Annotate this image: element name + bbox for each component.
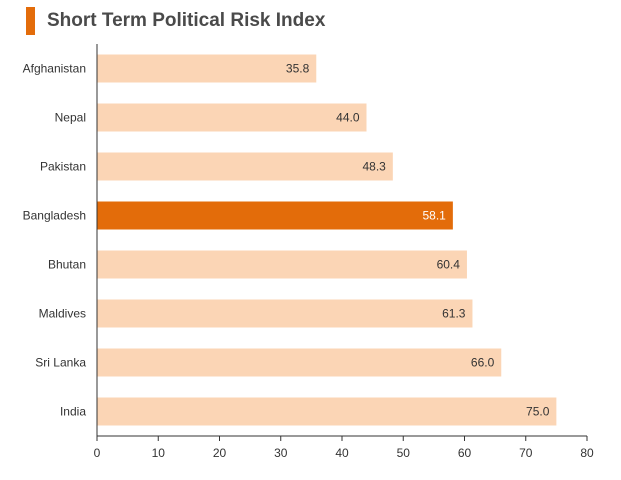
value-label: 60.4 <box>437 258 461 272</box>
title-accent-bar <box>26 7 35 35</box>
chart-title-block: Short Term Political Risk Index <box>26 6 325 36</box>
value-label: 58.1 <box>423 209 447 223</box>
value-label: 61.3 <box>442 307 466 321</box>
value-label: 48.3 <box>362 160 386 174</box>
bar-pakistan <box>97 152 393 181</box>
x-tick-label: 10 <box>152 446 166 460</box>
bar-sri-lanka <box>97 348 502 377</box>
category-label: Bhutan <box>48 258 86 272</box>
value-label: 35.8 <box>286 62 310 76</box>
x-tick-label: 50 <box>397 446 411 460</box>
x-tick-label: 80 <box>580 446 594 460</box>
x-tick-label: 60 <box>458 446 472 460</box>
category-label: Sri Lanka <box>35 356 86 370</box>
category-label: India <box>60 405 86 419</box>
category-label: Maldives <box>39 307 86 321</box>
x-tick-label: 70 <box>519 446 533 460</box>
category-label: Nepal <box>55 111 86 125</box>
bar-bhutan <box>97 250 467 279</box>
x-tick-label: 40 <box>335 446 349 460</box>
x-tick-label: 30 <box>274 446 288 460</box>
chart-title: Short Term Political Risk Index <box>47 10 326 31</box>
bar-afghanistan <box>97 54 317 83</box>
x-tick-label: 20 <box>213 446 227 460</box>
bar-maldives <box>97 299 473 328</box>
value-label: 66.0 <box>471 356 495 370</box>
value-label: 75.0 <box>526 405 550 419</box>
bar-bangladesh <box>97 201 453 230</box>
category-label: Pakistan <box>40 160 86 174</box>
bar-nepal <box>97 103 367 132</box>
category-label: Afghanistan <box>23 62 86 76</box>
x-tick-label: 0 <box>94 446 101 460</box>
category-label: Bangladesh <box>23 209 86 223</box>
bar-india <box>97 397 557 426</box>
value-label: 44.0 <box>336 111 360 125</box>
